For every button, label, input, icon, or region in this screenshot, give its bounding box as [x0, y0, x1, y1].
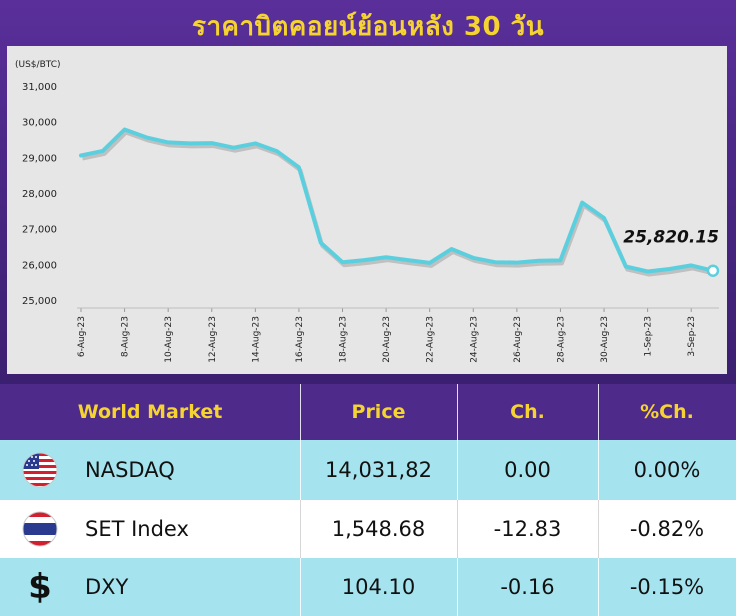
- y-tick-label: 27,000: [22, 225, 57, 236]
- x-tick-label: 8-Aug-23: [121, 316, 131, 357]
- x-tick-label: 14-Aug-23: [251, 316, 261, 363]
- y-tick-label: 25,000: [22, 296, 57, 307]
- table-row: SET Index 1,548.68 -12.83 -0.82%: [0, 500, 736, 558]
- header-percent-change: %Ch.: [640, 401, 694, 423]
- x-tick-label: 26-Aug-23: [513, 316, 523, 363]
- x-tick-label: 30-Aug-23: [600, 316, 610, 363]
- x-tick-label: 1-Sep-23: [644, 316, 654, 357]
- btc-price-chart: (US$/BTC) 31,000 30,000 29,000 28,000 27,000…: [15, 60, 720, 363]
- btc-price-line: [79, 127, 715, 274]
- market-percent-change: -0.82%: [629, 517, 705, 541]
- market-percent-change: 0.00%: [633, 458, 701, 482]
- x-tick-label: 3-Sep-23: [687, 316, 697, 357]
- market-change: -12.83: [493, 517, 562, 541]
- x-tick-label: 22-Aug-23: [426, 316, 436, 363]
- page-title: ราคาบิตคอยน์ย้อนหลัง 30 วัน: [191, 12, 544, 42]
- market-name: NASDAQ: [85, 458, 175, 482]
- x-tick-label: 16-Aug-23: [295, 316, 305, 363]
- us-flag-icon: [18, 440, 62, 500]
- market-name: DXY: [85, 575, 129, 599]
- last-price-label: 25,820.15: [623, 228, 719, 248]
- y-tick-label: 30,000: [22, 118, 57, 129]
- header-change: Ch.: [510, 401, 545, 423]
- y-tick-label: 28,000: [22, 189, 57, 200]
- y-unit-label: (US$/BTC): [15, 60, 61, 70]
- table-header-row: World Market Price Ch. %Ch.: [0, 384, 736, 440]
- market-name: SET Index: [85, 517, 189, 541]
- y-tick-label: 31,000: [22, 82, 57, 93]
- y-tick-label: 29,000: [22, 153, 57, 164]
- market-percent-change: -0.15%: [629, 575, 705, 599]
- x-tick-label: 24-Aug-23: [469, 316, 479, 363]
- table-row: $ DXY 104.10 -0.16 -0.15%: [0, 558, 736, 616]
- dollar-sign-icon: $: [28, 567, 52, 607]
- y-tick-label: 26,000: [22, 260, 57, 271]
- x-tick-label: 10-Aug-23: [164, 316, 174, 363]
- market-price: 14,031,82: [325, 458, 432, 482]
- market-change: 0.00: [504, 458, 551, 482]
- chart-area: (US$/BTC) 31,000 30,000 29,000 28,000 27,000…: [7, 46, 727, 374]
- market-price: 104.10: [341, 575, 416, 599]
- x-tick-label: 28-Aug-23: [556, 316, 566, 363]
- x-tick-label: 20-Aug-23: [382, 316, 392, 363]
- x-tick-label: 18-Aug-23: [339, 316, 349, 363]
- last-point-marker: [706, 264, 720, 277]
- thai-flag-icon: [18, 500, 62, 558]
- x-tick-label: 6-Aug-23: [77, 316, 87, 357]
- chart-panel: ราคาบิตคอยน์ย้อนหลัง 30 วัน (US$/BTC) 31…: [0, 0, 736, 384]
- x-tick-label: 12-Aug-23: [208, 316, 218, 363]
- header-price: Price: [351, 401, 406, 423]
- world-market-table: World Market Price Ch. %Ch.: [0, 384, 736, 616]
- market-price: 1,548.68: [331, 517, 426, 541]
- header-world-market: World Market: [77, 401, 223, 423]
- table-row: NASDAQ 14,031,82 0.00 0.00%: [0, 440, 736, 500]
- market-change: -0.16: [500, 575, 555, 599]
